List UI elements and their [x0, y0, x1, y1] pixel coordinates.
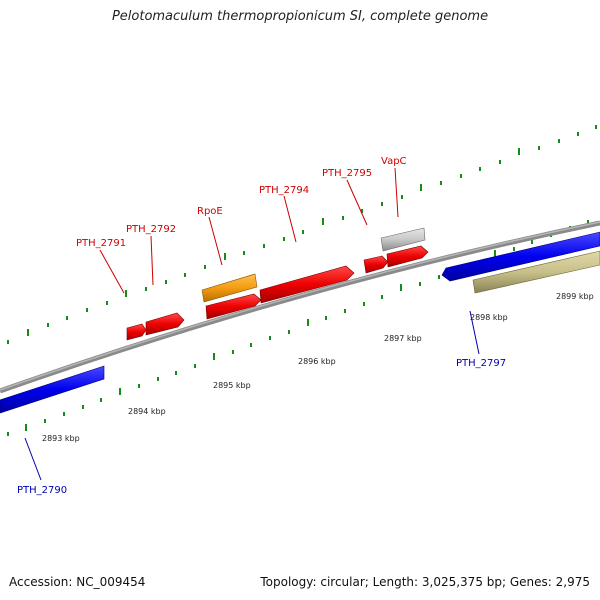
kbp-label: 2895 kbp: [213, 381, 251, 390]
genome-backbone: [0, 220, 600, 394]
gene-pth2794[interactable]: [259, 265, 355, 304]
gene-label-pth2794: PTH_2794: [259, 185, 309, 196]
map-title: Pelotomaculum thermopropionicum SI, comp…: [111, 9, 489, 24]
gene-label-pth2791: PTH_2791: [76, 238, 126, 249]
inner-tick-track: [7, 220, 589, 436]
gene-features[interactable]: [0, 227, 600, 414]
gene-rpoe[interactable]: [201, 273, 258, 303]
genome-summary-text: Topology: circular; Length: 3,025,375 bp…: [260, 575, 590, 589]
callout-pth2791: [99, 249, 125, 294]
gene-label-pth2792: PTH_2792: [126, 224, 176, 235]
gene-red-c[interactable]: [386, 245, 429, 268]
gene-label-vapc: VapC: [381, 156, 407, 167]
kbp-label: 2893 kbp: [42, 434, 80, 443]
outer-tick-track: [7, 125, 597, 344]
gene-red-b[interactable]: [205, 293, 262, 320]
gene-pth2795[interactable]: [363, 255, 389, 274]
callout-pth2795: [346, 179, 368, 226]
gene-pth2792[interactable]: [145, 312, 185, 336]
kbp-label: 2894 kbp: [128, 407, 166, 416]
callout-pth2790: [24, 437, 42, 481]
kbp-label: 2897 kbp: [384, 334, 422, 343]
callout-pth2797: [469, 310, 480, 355]
gene-label-pth2797: PTH_2797: [456, 358, 506, 369]
kbp-label: 2899 kbp: [556, 292, 594, 301]
gene-label-pth2795: PTH_2795: [322, 168, 372, 179]
kbp-label: 2896 kbp: [298, 357, 336, 366]
gene-vapc[interactable]: [380, 227, 426, 252]
callout-pth2792: [150, 235, 154, 286]
gene-pth2790[interactable]: [0, 365, 105, 414]
gene-label-pth2790: PTH_2790: [17, 485, 67, 496]
gene-labels: PTH_2791 PTH_2792 RpoE PTH_2794 PTH_2795…: [17, 156, 506, 496]
gene-pth2797[interactable]: [441, 231, 600, 282]
kbp-label: 2898 kbp: [470, 313, 508, 322]
callout-vapc: [394, 167, 399, 218]
gene-label-rpoe: RpoE: [197, 206, 223, 217]
kbp-scale-labels: 2893 kbp 2894 kbp 2895 kbp 2896 kbp 2897…: [42, 292, 594, 443]
label-callouts: [24, 167, 480, 481]
accession-text: Accession: NC_009454: [9, 575, 146, 589]
callout-rpoe: [208, 216, 223, 266]
genome-backbone-highlight: [0, 221, 600, 391]
gene-pth2791[interactable]: [126, 323, 147, 341]
gene-olive-feature[interactable]: [472, 250, 600, 294]
callout-pth2794: [283, 195, 297, 243]
